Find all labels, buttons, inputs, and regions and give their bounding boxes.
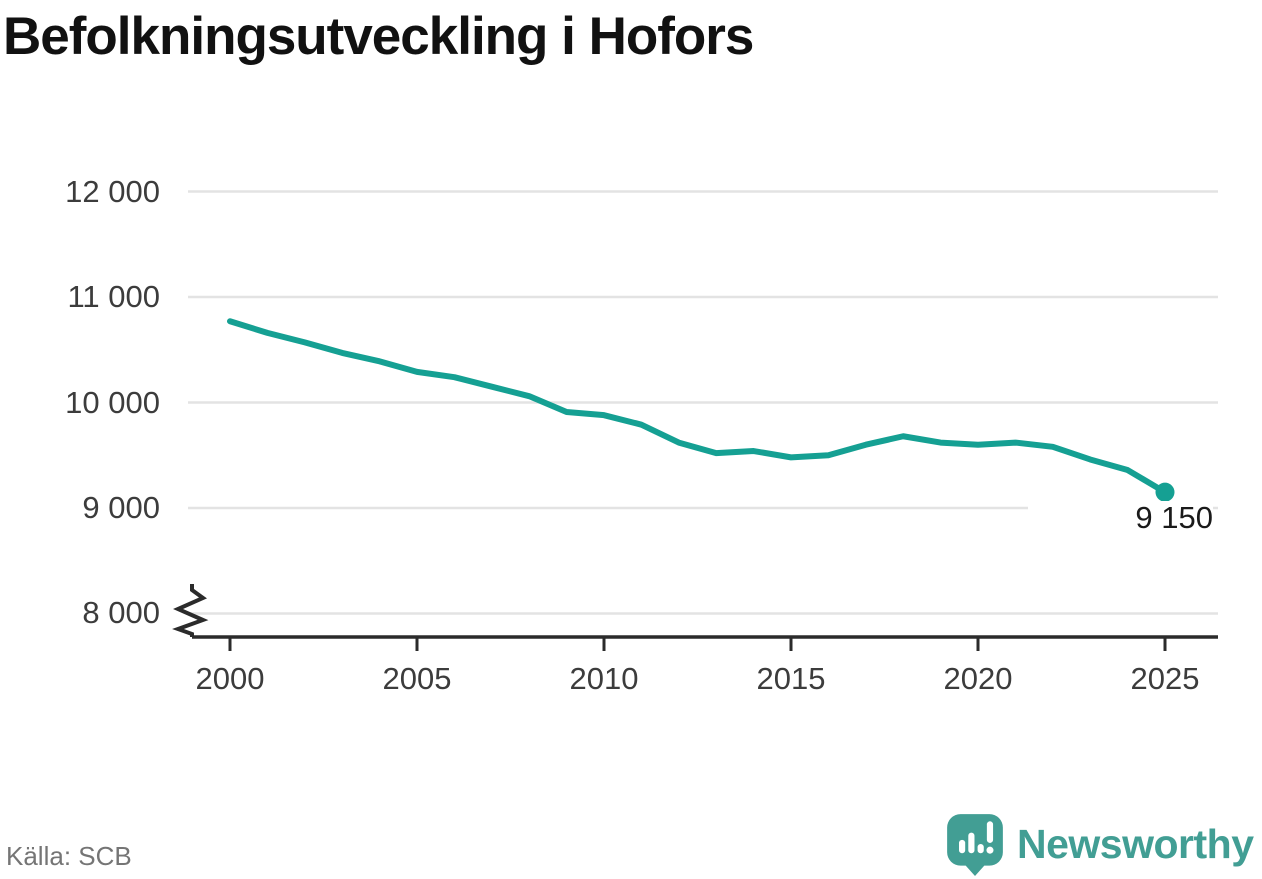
chart-title: Befolkningsutveckling i Hofors (3, 7, 754, 66)
x-tick-label-2025: 2025 (1130, 661, 1200, 696)
y-axis-break-icon (172, 584, 209, 637)
x-tick-label-2020: 2020 (943, 661, 1013, 696)
x-tick-label-2000: 2000 (195, 661, 265, 696)
latest-value-marker (1155, 482, 1175, 502)
newsworthy-wordmark: Newsworthy (1017, 820, 1254, 867)
source-note: Källa: SCB (6, 841, 132, 871)
gridlines (188, 190, 1218, 615)
y-tick-label-11000: 11 000 (67, 279, 160, 314)
latest-value-label: 9 150 (1028, 501, 1213, 535)
x-axis-ticks (228, 637, 1167, 651)
y-tick-label-9000: 9 000 (82, 490, 160, 525)
x-tick-label-2010: 2010 (569, 661, 639, 696)
y-tick-label-12000: 12 000 (65, 174, 160, 209)
y-tick-label-8000: 8 000 (82, 595, 160, 630)
newsworthy-branding: Newsworthy (944, 812, 1254, 876)
x-tick-label-2015: 2015 (756, 661, 826, 696)
newsworthy-logo-icon (947, 814, 1003, 876)
x-tick-label-2005: 2005 (382, 661, 452, 696)
y-tick-label-10000: 10 000 (65, 385, 160, 420)
population-line (227, 318, 1168, 496)
